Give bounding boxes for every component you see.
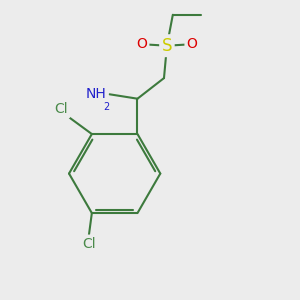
Text: Cl: Cl [55, 102, 68, 116]
Text: NH: NH [86, 87, 106, 101]
Text: 2: 2 [103, 102, 110, 112]
Text: O: O [187, 37, 197, 51]
Text: Cl: Cl [82, 237, 96, 250]
Text: S: S [162, 37, 172, 55]
Text: O: O [136, 37, 147, 51]
